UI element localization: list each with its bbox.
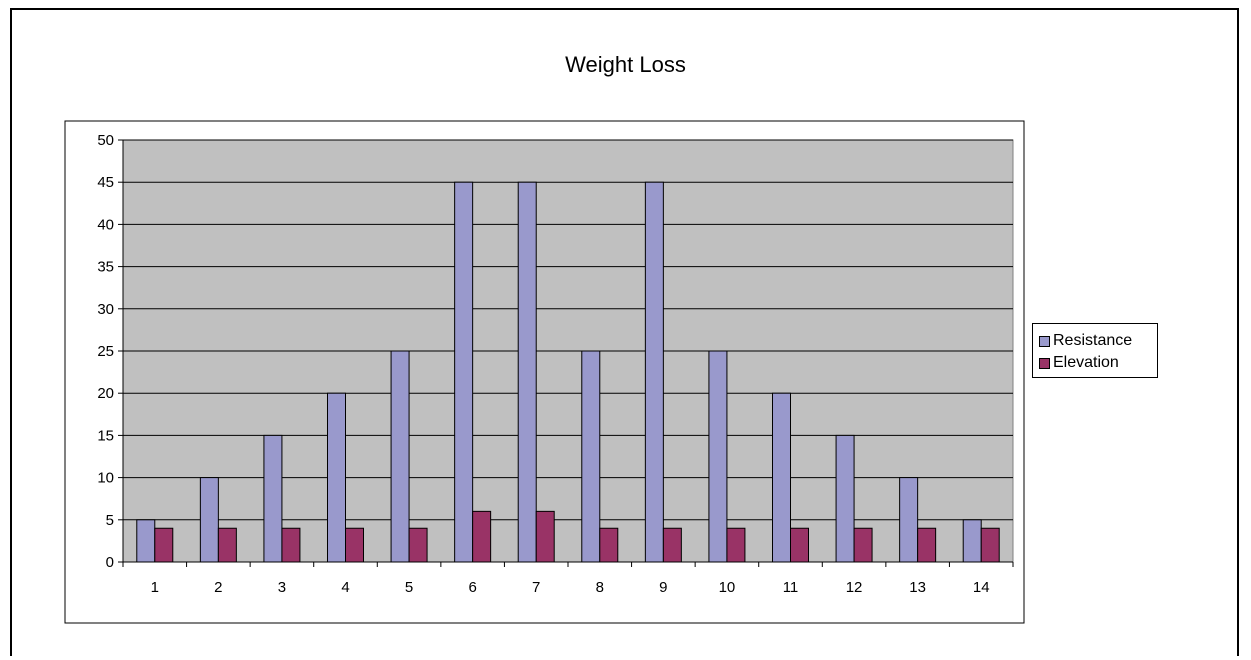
bar-elevation-3: [281, 527, 301, 563]
bar-elevation-1: [154, 527, 174, 563]
x-tick-label: 14: [973, 579, 990, 596]
legend-item-resistance: Resistance: [1039, 330, 1157, 352]
x-tick-label: 9: [659, 579, 667, 596]
bars: [136, 181, 1000, 563]
x-tick-label: 2: [214, 579, 222, 596]
legend-label-elevation: Elevation: [1053, 354, 1119, 371]
x-tick-labels: 1 2 3 4 5 6 7 8 9 10 11 12 13 14: [151, 579, 990, 596]
axes: [118, 139, 1014, 567]
bar-elevation-2: [217, 527, 237, 563]
y-tick-labels: 0 5 10 15 20 25 30 35 40 45 50: [97, 132, 114, 571]
x-tick-label: 13: [909, 579, 926, 596]
y-tick-label: 40: [97, 216, 114, 233]
gridlines: [123, 139, 1013, 521]
bar-elevation-9: [662, 527, 682, 563]
bar-elevation-14: [980, 527, 1000, 563]
y-tick-label: 45: [97, 174, 114, 191]
bar-resistance-1: [136, 519, 156, 563]
bar-resistance-2: [199, 477, 219, 563]
bar-resistance-11: [772, 392, 791, 563]
y-tick-label: 50: [97, 132, 114, 149]
bar-resistance-5: [390, 350, 410, 563]
legend: Resistance Elevation: [1032, 323, 1158, 378]
x-tick-label: 7: [532, 579, 540, 596]
bar-resistance-3: [263, 434, 283, 563]
bar-elevation-8: [599, 527, 619, 563]
bar-resistance-7: [517, 181, 537, 563]
bar-elevation-5: [408, 527, 428, 563]
y-tick-label: 0: [106, 554, 114, 571]
bar-resistance-14: [962, 519, 982, 563]
bar-elevation-12: [853, 527, 873, 563]
bar-resistance-10: [708, 350, 728, 563]
bar-resistance-6: [454, 181, 474, 563]
legend-swatch-resistance: [1039, 335, 1050, 347]
bar-resistance-13: [899, 477, 919, 563]
y-tick-label: 25: [97, 343, 114, 360]
y-tick-label: 15: [97, 427, 114, 444]
x-tick-label: 10: [719, 579, 736, 596]
x-tick-label: 1: [151, 579, 159, 596]
legend-label-resistance: Resistance: [1053, 332, 1133, 349]
bar-resistance-8: [581, 350, 601, 563]
bar-elevation-7: [535, 510, 555, 563]
bar-elevation-13: [917, 527, 937, 563]
bar-elevation-11: [790, 527, 809, 563]
legend-item-elevation: Elevation: [1039, 352, 1157, 374]
chart-title: Weight Loss: [565, 52, 686, 77]
x-tick-label: 4: [341, 579, 349, 596]
legend-swatch-elevation: [1039, 357, 1050, 369]
x-tick-label: 12: [846, 579, 863, 596]
x-tick-label: 11: [783, 579, 799, 596]
x-tick-label: 8: [596, 579, 604, 596]
x-tick-label: 5: [405, 579, 413, 596]
bar-elevation-10: [726, 527, 746, 563]
y-tick-label: 35: [97, 259, 114, 276]
x-tick-label: 3: [278, 579, 286, 596]
bar-elevation-4: [345, 527, 364, 563]
y-tick-label: 20: [97, 385, 114, 402]
y-tick-label: 30: [97, 301, 114, 318]
y-tick-label: 10: [97, 470, 114, 487]
bar-elevation-6: [472, 510, 492, 563]
bar-resistance-4: [327, 392, 346, 563]
x-tick-label: 6: [468, 579, 476, 596]
y-tick-label: 5: [106, 512, 114, 529]
bar-resistance-12: [835, 434, 855, 563]
bar-resistance-9: [644, 181, 664, 563]
